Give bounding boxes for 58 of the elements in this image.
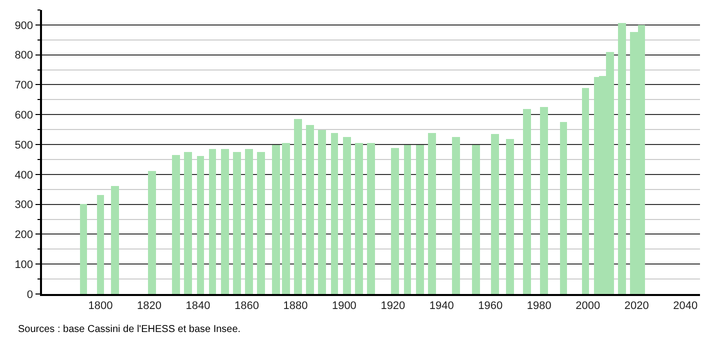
bar: [582, 88, 589, 294]
y-tick-label: 200: [14, 229, 34, 242]
bar: [404, 145, 411, 294]
bar: [209, 149, 216, 294]
x-tick-label: 1820: [136, 300, 162, 312]
bar: [172, 155, 180, 294]
y-tick-label: 600: [14, 109, 34, 122]
x-tick-label: 1920: [380, 300, 406, 312]
x-tick-label: 2000: [576, 300, 600, 312]
x-tick-label: 1900: [332, 300, 356, 312]
x-tick-label: 2040: [673, 300, 698, 312]
bar: [272, 145, 280, 294]
source-note: Sources : base Cassini de l'EHESS et base Insee.: [18, 324, 241, 335]
bar: [111, 186, 119, 294]
bar: [391, 148, 399, 294]
bar: [540, 107, 548, 294]
y-tick-label: 500: [14, 139, 34, 152]
bar: [197, 156, 204, 294]
x-tick-label: 1980: [526, 300, 552, 312]
bar: [472, 145, 480, 294]
bar: [367, 143, 375, 294]
x-tick-label: 1880: [283, 300, 308, 312]
y-tick-label: 700: [14, 80, 34, 92]
bar: [233, 152, 241, 294]
x-tick-label: 2020: [624, 300, 649, 312]
bar: [452, 137, 460, 294]
bar: [306, 125, 314, 294]
bar: [245, 149, 253, 294]
bar: [282, 143, 290, 294]
bar: [491, 134, 499, 294]
y-tick-label: 800: [14, 50, 34, 62]
bar: [331, 133, 338, 294]
bar: [318, 130, 326, 294]
y-tick-label: 0: [26, 288, 34, 301]
bar: [618, 23, 626, 294]
x-tick-label: 1840: [186, 300, 210, 312]
bar: [80, 204, 87, 294]
bar: [355, 143, 363, 294]
bar: [343, 137, 351, 294]
y-tick-label: 400: [14, 169, 34, 182]
bar: [416, 145, 424, 294]
bar: [97, 195, 104, 294]
x-tick-label: 1860: [234, 300, 259, 312]
x-tick-label: 1940: [429, 300, 454, 312]
x-tick-label: 1800: [88, 300, 113, 312]
bar: [506, 139, 514, 294]
x-tick-label: 1960: [478, 300, 503, 312]
bar: [221, 149, 229, 294]
bar: [148, 171, 156, 294]
bar: [523, 109, 531, 294]
bar: [428, 133, 436, 294]
y-tick-label: 100: [14, 258, 34, 271]
bar: [184, 152, 192, 294]
bar: [294, 119, 302, 294]
y-tick-label: 900: [14, 20, 34, 32]
bar: [560, 122, 567, 294]
y-tick-label: 300: [14, 199, 34, 212]
bar: [257, 152, 265, 294]
